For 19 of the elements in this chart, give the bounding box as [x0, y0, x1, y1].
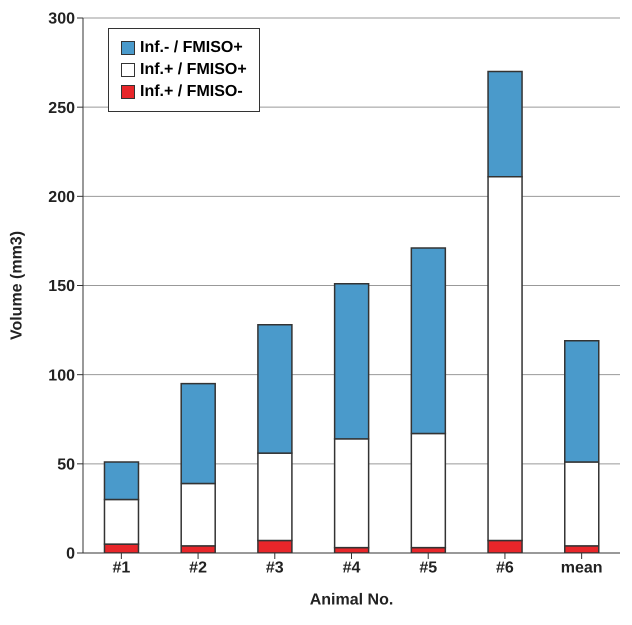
legend-label: Inf.- / FMISO+	[139, 39, 244, 57]
y-tick-label: 200	[48, 189, 76, 206]
x-axis-title: Animal No.	[310, 591, 394, 608]
x-tick-label: #5	[419, 559, 438, 576]
y-tick-label: 50	[57, 456, 76, 474]
x-tick-label: #1	[112, 559, 130, 576]
x-tick-label: #4	[342, 559, 360, 576]
legend-label: Inf.+ / FMISO+	[139, 61, 247, 79]
x-tick-label: #3	[266, 559, 284, 576]
x-tick-label: #6	[496, 559, 514, 576]
y-tick-label: 150	[48, 278, 76, 296]
y-axis-title: Volume (mm3)	[8, 230, 26, 340]
x-tick-label: mean	[560, 559, 603, 576]
y-tick-label: 100	[48, 367, 76, 384]
legend-label: Inf.+ / FMISO-	[139, 83, 244, 101]
y-tick-label: 250	[48, 100, 76, 117]
x-tick-label: #2	[189, 559, 208, 576]
y-tick-label: 0	[66, 546, 76, 563]
y-tick-label: 300	[48, 10, 76, 28]
